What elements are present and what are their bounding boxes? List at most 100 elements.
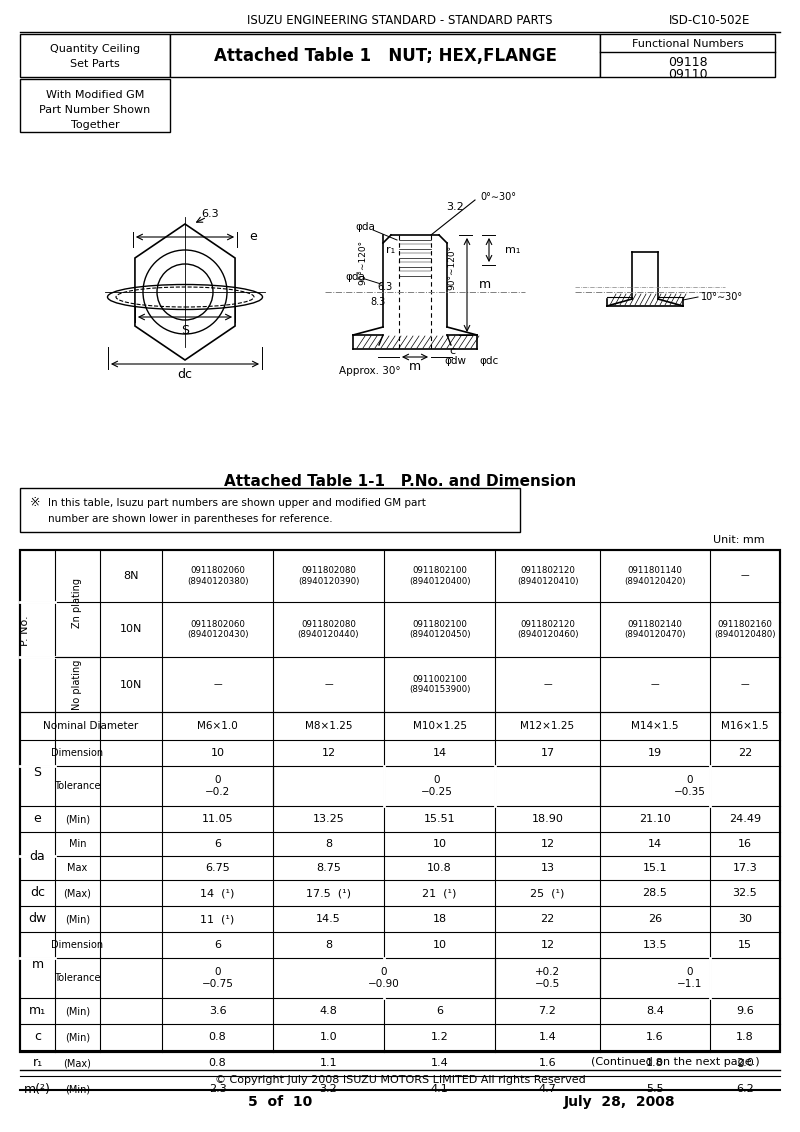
Text: 9.6: 9.6 <box>736 1006 754 1017</box>
Text: 11.05: 11.05 <box>202 814 234 824</box>
Text: 09118: 09118 <box>668 55 708 69</box>
Text: 21.10: 21.10 <box>639 814 671 824</box>
Bar <box>20 550 780 1052</box>
Text: 0911002100
(8940153900): 0911002100 (8940153900) <box>409 675 470 694</box>
Text: 1.6: 1.6 <box>646 1032 664 1041</box>
Text: M14×1.5: M14×1.5 <box>631 721 678 731</box>
Text: 15: 15 <box>738 940 752 950</box>
Text: 10: 10 <box>433 839 446 849</box>
Text: ※: ※ <box>30 497 41 509</box>
Text: 2.0: 2.0 <box>736 1058 754 1067</box>
Text: φdw: φdw <box>444 355 466 366</box>
Text: 13.25: 13.25 <box>313 814 344 824</box>
Text: Quantity Ceiling: Quantity Ceiling <box>50 44 140 54</box>
Text: (Min): (Min) <box>65 1084 90 1094</box>
Text: Min: Min <box>69 839 86 849</box>
Text: 1.1: 1.1 <box>320 1058 338 1067</box>
Text: 3.6: 3.6 <box>209 1006 226 1017</box>
Text: φda: φda <box>345 272 365 282</box>
Text: —: — <box>213 680 222 689</box>
Text: 0
−0.2: 0 −0.2 <box>205 775 230 797</box>
Text: 8: 8 <box>325 940 332 950</box>
Text: 0
−0.35: 0 −0.35 <box>674 775 706 797</box>
Text: With Modified GM: With Modified GM <box>46 91 144 100</box>
Text: M6×1.0: M6×1.0 <box>197 721 238 731</box>
Text: dc: dc <box>30 886 45 900</box>
Text: 90°∼120°: 90°∼120° <box>447 245 457 290</box>
Text: 5.5: 5.5 <box>646 1084 664 1094</box>
Text: 2.3: 2.3 <box>209 1084 226 1094</box>
Text: c: c <box>34 1030 41 1044</box>
Text: S: S <box>34 766 42 780</box>
Text: M12×1.25: M12×1.25 <box>521 721 574 731</box>
Text: 7.2: 7.2 <box>538 1006 557 1017</box>
Bar <box>20 488 520 532</box>
Text: 8: 8 <box>325 839 332 849</box>
Text: Attached Table 1-1   P.No. and Dimension: Attached Table 1-1 P.No. and Dimension <box>224 474 576 489</box>
Text: Part Number Shown: Part Number Shown <box>39 105 150 115</box>
Text: 21  (¹): 21 (¹) <box>422 887 457 898</box>
Text: 16: 16 <box>738 839 752 849</box>
Text: 18.90: 18.90 <box>531 814 563 824</box>
Text: Max: Max <box>67 863 88 873</box>
Text: Attached Table 1   NUT; HEX,FLANGE: Attached Table 1 NUT; HEX,FLANGE <box>214 48 557 65</box>
Text: 17: 17 <box>541 748 554 758</box>
Text: 1.0: 1.0 <box>320 1032 338 1041</box>
Text: da: da <box>30 849 46 863</box>
Text: Tolerance: Tolerance <box>54 974 101 983</box>
Text: 26: 26 <box>648 914 662 924</box>
Text: M16×1.5: M16×1.5 <box>722 721 769 731</box>
Text: 09110: 09110 <box>668 68 708 80</box>
Text: 0
−0.75: 0 −0.75 <box>202 967 234 988</box>
Text: 0
−1.1: 0 −1.1 <box>678 967 702 988</box>
Text: 12: 12 <box>322 748 335 758</box>
Text: (Min): (Min) <box>65 1032 90 1041</box>
Text: m: m <box>31 959 43 971</box>
Text: —: — <box>650 680 659 689</box>
Text: 17.5  (¹): 17.5 (¹) <box>306 887 351 898</box>
Text: 18: 18 <box>433 914 446 924</box>
Text: 6: 6 <box>214 940 221 950</box>
Text: Unit: mm: Unit: mm <box>714 535 765 544</box>
Text: dc: dc <box>178 368 193 380</box>
Text: 0911802080
(8940120390): 0911802080 (8940120390) <box>298 566 359 585</box>
Text: M10×1.25: M10×1.25 <box>413 721 466 731</box>
Text: 17.3: 17.3 <box>733 863 758 873</box>
Text: 0911802100
(8940120450): 0911802100 (8940120450) <box>409 620 470 640</box>
Text: (Max): (Max) <box>63 887 91 898</box>
Text: 10: 10 <box>210 748 225 758</box>
Text: 6.3: 6.3 <box>378 282 393 292</box>
Text: 22: 22 <box>540 914 554 924</box>
Text: 13.5: 13.5 <box>642 940 667 950</box>
Text: 1.8: 1.8 <box>646 1058 664 1067</box>
Text: 0.8: 0.8 <box>209 1032 226 1041</box>
Text: 10°∼30°: 10°∼30° <box>701 292 743 302</box>
Text: Nominal Diameter: Nominal Diameter <box>43 721 138 731</box>
Text: Dimension: Dimension <box>51 940 103 950</box>
Text: 0911802120
(8940120410): 0911802120 (8940120410) <box>517 566 578 585</box>
Text: dw: dw <box>28 912 46 926</box>
Text: 28.5: 28.5 <box>642 887 667 898</box>
Text: Functional Numbers: Functional Numbers <box>632 38 744 49</box>
Text: e: e <box>34 813 42 825</box>
Text: —: — <box>741 572 750 581</box>
Text: 1.4: 1.4 <box>430 1058 448 1067</box>
Text: ISUZU ENGINEERING STANDARD - STANDARD PARTS: ISUZU ENGINEERING STANDARD - STANDARD PA… <box>247 14 553 26</box>
Text: 8.75: 8.75 <box>316 863 341 873</box>
Text: —: — <box>543 680 552 689</box>
Text: © Copyright July 2008 ISUZU MOTORS LIMITED All rights Reserved: © Copyright July 2008 ISUZU MOTORS LIMIT… <box>214 1075 586 1084</box>
Text: 0
−0.25: 0 −0.25 <box>421 775 453 797</box>
Text: 5  of  10: 5 of 10 <box>248 1095 312 1109</box>
Text: No plating: No plating <box>73 659 82 710</box>
Text: r₁: r₁ <box>33 1056 42 1070</box>
Text: (Min): (Min) <box>65 914 90 924</box>
Text: 0911802100
(8940120400): 0911802100 (8940120400) <box>409 566 470 585</box>
Text: 30: 30 <box>738 914 752 924</box>
Text: 3.2: 3.2 <box>320 1084 338 1094</box>
Text: m: m <box>409 360 421 374</box>
Text: 1.4: 1.4 <box>538 1032 556 1041</box>
Text: 0°∼30°: 0°∼30° <box>480 192 516 201</box>
Text: m₁: m₁ <box>505 245 520 255</box>
Text: 15.51: 15.51 <box>424 814 455 824</box>
Bar <box>600 34 775 77</box>
